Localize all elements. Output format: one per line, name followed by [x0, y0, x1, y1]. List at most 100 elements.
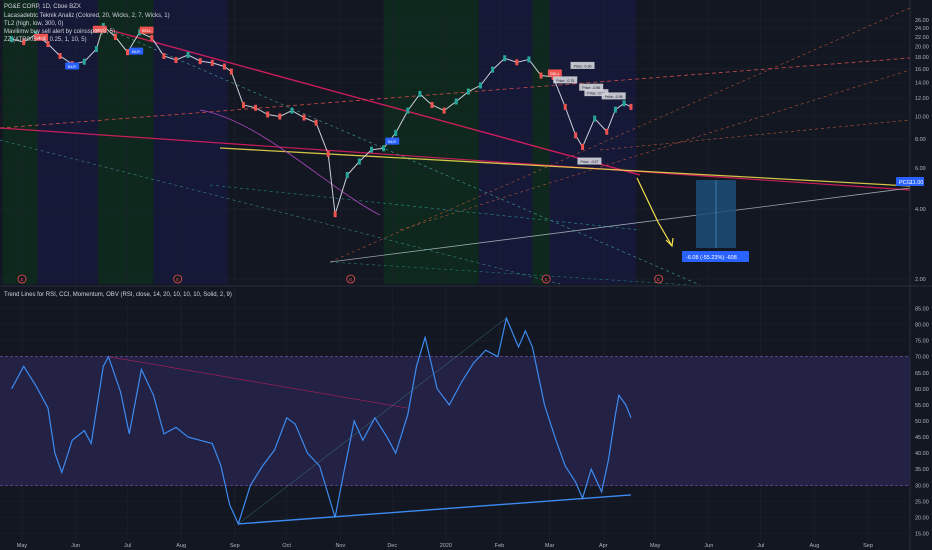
price-candle — [527, 56, 531, 63]
chart-title: PG&E CORP, 1D, Cboe BZX — [4, 4, 81, 10]
rsi-tick-label: 20.00 — [915, 515, 929, 521]
annotation-box — [553, 76, 578, 84]
signal-label: SELL — [550, 71, 561, 76]
rsi-tick-label: 80.00 — [915, 323, 929, 329]
price-candle — [222, 63, 226, 70]
event-marker-label: E — [20, 277, 23, 282]
price-candle — [10, 36, 14, 43]
rsi-tick-label: 85.00 — [915, 306, 929, 312]
price-candle — [333, 211, 337, 218]
trend-line — [209, 184, 641, 231]
price-tick-label: 26.00 — [915, 18, 929, 24]
indicator-legend-3[interactable]: Mavilimw buy sell alert by coinsspor (3,… — [4, 29, 115, 35]
target-projection: -6.08 (-55.23%) -608 — [682, 180, 749, 262]
x-tick-label: May — [650, 543, 661, 549]
price-candle — [418, 90, 422, 97]
price-tick-label: 12.00 — [915, 96, 929, 102]
price-candle — [126, 49, 130, 56]
price-candle — [593, 115, 597, 122]
x-tick-label: Feb — [495, 543, 504, 549]
trend-line — [219, 147, 911, 187]
price-candle — [326, 150, 330, 157]
event-marker — [346, 274, 356, 284]
x-tick-label: Mar — [545, 543, 555, 549]
annotation-box — [584, 89, 609, 97]
target-label-badge — [682, 251, 749, 262]
price-candle — [198, 58, 202, 65]
price-candle — [394, 129, 398, 136]
annotation-box — [570, 61, 595, 69]
rsi-line — [11, 316, 632, 526]
event-marker-label: E — [349, 277, 352, 282]
trend-drawings — [0, 7, 911, 286]
trend-line — [329, 261, 691, 286]
current-price-symbol: PCG — [899, 180, 911, 186]
oscillator-legend[interactable]: Trend Lines for RSI, CCI, Momentum, OBV … — [4, 292, 232, 298]
annotation-box — [601, 92, 626, 100]
event-marker — [541, 274, 551, 284]
projection-arrowhead — [665, 237, 674, 248]
price-candle — [46, 40, 50, 47]
price-candle — [302, 114, 306, 121]
period-band — [153, 0, 228, 284]
rsi-tick-label: 70.00 — [915, 355, 929, 361]
x-tick-label: Aug — [809, 543, 819, 549]
trend-line — [0, 57, 911, 129]
signal-label: BUY — [388, 139, 397, 144]
x-tick-label: Jul — [757, 543, 764, 549]
rsi-tick-label: 35.00 — [915, 467, 929, 473]
current-price-value: 11.00 — [910, 180, 923, 186]
trend-line — [109, 29, 701, 286]
background-bands — [2, 0, 637, 284]
rsi-tick-label: 75.00 — [915, 339, 929, 345]
indicator-legend-4[interactable]: ZZ (ATR005 * X, 0.25, 1, 10, 5) — [4, 37, 87, 43]
event-marker-label: E — [545, 277, 548, 282]
price-candle — [229, 68, 233, 75]
price-candle — [491, 66, 495, 73]
price-candle — [186, 51, 190, 58]
period-band — [478, 0, 533, 284]
price-candle — [574, 132, 578, 139]
price-candle — [430, 102, 434, 109]
rsi-tick-label: 30.00 — [915, 483, 929, 489]
indicator-legend-2[interactable]: TL2 (high, low, 300, 0) — [4, 21, 63, 27]
annotation-box — [579, 83, 604, 91]
price-candle — [406, 107, 410, 114]
period-band — [37, 0, 99, 284]
price-candle — [515, 59, 519, 66]
signal-label: SELL — [142, 28, 153, 33]
signal-label: SELL — [36, 35, 47, 40]
period-band — [383, 0, 479, 284]
price-candle — [466, 88, 470, 95]
price-candle — [345, 172, 349, 179]
price-tick-label: 20.00 — [915, 44, 929, 50]
price-candle — [150, 34, 154, 41]
rsi-tick-label: 65.00 — [915, 371, 929, 377]
annotation-label: Price: -0.80 — [587, 92, 605, 96]
price-tick-label: 8.00 — [915, 137, 926, 143]
price-candle — [622, 100, 626, 107]
price-candle — [82, 58, 86, 65]
indicator-legend-1[interactable]: Lacasadebtc Teknik Analiz (Colored, 20, … — [4, 13, 170, 19]
moving-average-curve — [199, 109, 381, 216]
price-candle — [605, 128, 609, 135]
x-tick-label: Jun — [71, 543, 80, 549]
signal-badge — [547, 69, 562, 77]
event-marker — [17, 274, 27, 284]
rsi-tick-label: 45.00 — [915, 435, 929, 441]
trend-line — [599, 119, 911, 151]
rsi-band — [0, 356, 910, 486]
price-candle — [551, 73, 555, 80]
price-candle — [174, 56, 178, 63]
price-candle — [58, 53, 62, 60]
annotation-label: Price: -0.95 — [605, 95, 623, 99]
price-candle — [266, 111, 270, 118]
x-tick-label: Dec — [387, 543, 397, 549]
price-candle — [581, 143, 585, 150]
price-candle — [629, 103, 633, 110]
rsi-tick-label: 15.00 — [915, 532, 929, 538]
signal-badge — [34, 33, 49, 41]
event-marker — [654, 274, 664, 284]
price-candle — [539, 72, 543, 79]
